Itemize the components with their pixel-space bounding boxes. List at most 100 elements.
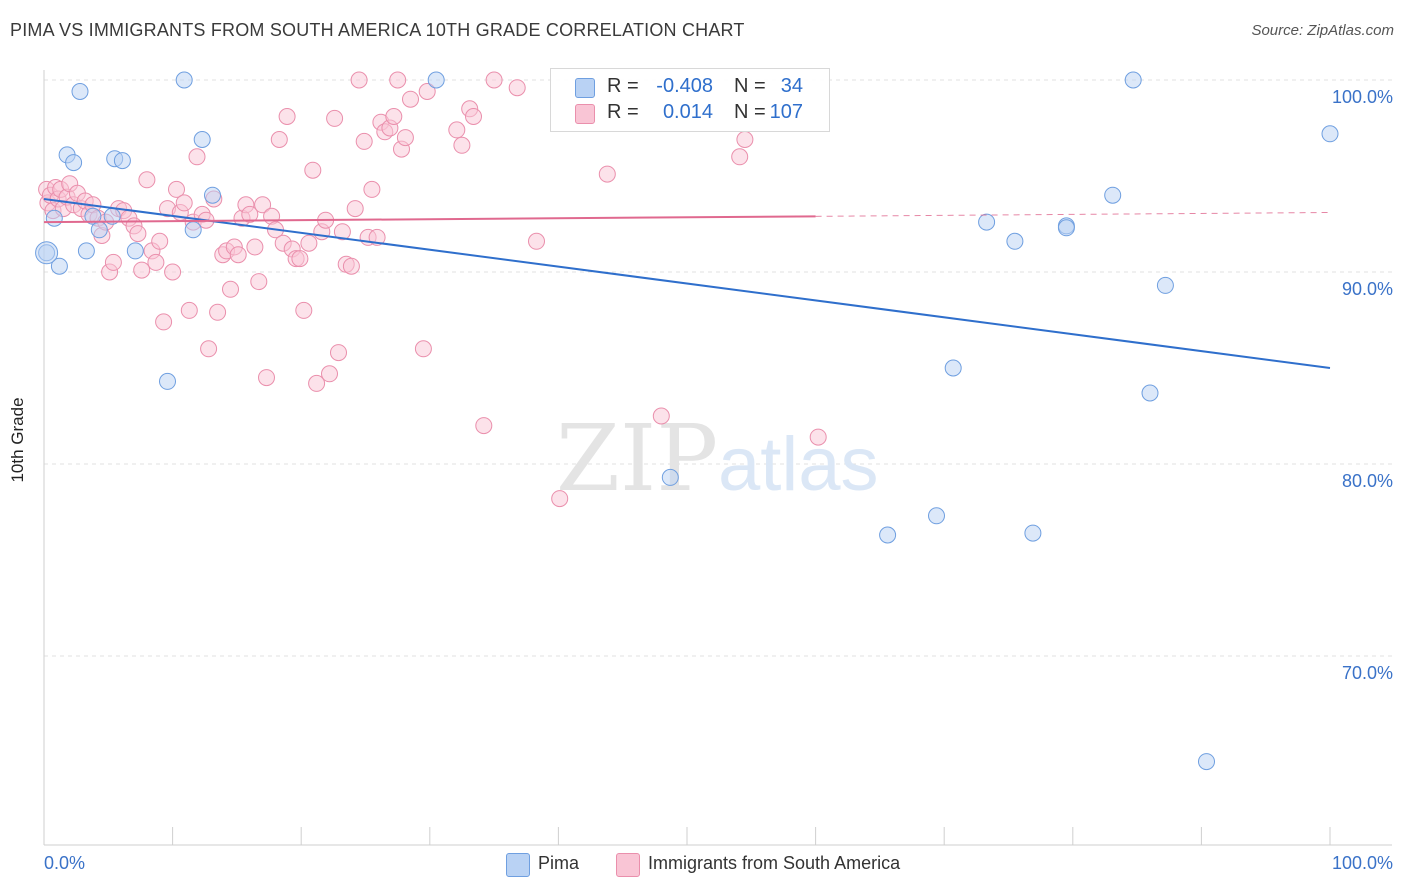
immigrants-point [528, 232, 545, 250]
pima-point [1006, 232, 1024, 250]
immigrants-point [270, 131, 288, 148]
stats-row-pima: R = -0.408 N = 34 [551, 75, 829, 101]
pima-point [71, 83, 89, 100]
grid-lines [44, 79, 1392, 657]
r-value-pima: -0.408 [656, 75, 713, 97]
pima-point [1024, 524, 1042, 542]
immigrants-point [330, 344, 347, 362]
immigrants-point [333, 223, 351, 241]
pima-point [1156, 276, 1174, 294]
immigrants-trend-extension [815, 211, 1331, 217]
immigrants-point [402, 90, 419, 108]
immigrants-point [389, 71, 407, 89]
immigrants-point [300, 234, 318, 252]
r-value-immigrants: 0.014 [662, 101, 713, 123]
legend-label-immigrants: Immigrants from South America [648, 853, 901, 873]
immigrants-point [308, 374, 326, 392]
immigrants-point [342, 257, 360, 275]
pima-point [184, 221, 202, 239]
watermark-atlas: atlas [718, 422, 879, 507]
pima-point [126, 242, 144, 260]
immigrants-point [809, 428, 827, 446]
immigrants-point [151, 232, 169, 250]
r-label: R = [607, 101, 639, 123]
pima-point [1124, 71, 1142, 89]
immigrants-point [180, 301, 198, 319]
legend-swatch-immigrants [616, 853, 640, 877]
y-tick-label: 80.0% [1342, 471, 1393, 491]
immigrants-point [168, 180, 185, 198]
immigrants-point [485, 71, 503, 89]
immigrants-point [147, 253, 165, 271]
stats-row-immigrants: R = 0.014 N = 107 [551, 101, 829, 127]
immigrants-point [304, 161, 322, 179]
immigrants-point [363, 180, 381, 198]
immigrants-point [246, 238, 264, 256]
immigrants-point [104, 253, 122, 271]
immigrants-point [254, 196, 272, 214]
watermark-zip: ZIP [556, 405, 718, 512]
n-label: N = [734, 101, 766, 123]
immigrants-trend-line [43, 215, 816, 224]
x-tick-label-min: 0.0% [44, 853, 85, 873]
immigrants-point [209, 303, 227, 321]
immigrants-point [133, 261, 151, 279]
immigrants-point [448, 121, 466, 139]
immigrants-point [508, 79, 526, 97]
pima-point [879, 526, 897, 544]
immigrants-point [229, 246, 247, 264]
pima-point [1057, 219, 1075, 237]
pima-point [45, 209, 63, 227]
pima-point [50, 257, 68, 275]
axes [43, 70, 1392, 846]
pima-point-large [35, 241, 59, 265]
pima-point [90, 221, 108, 239]
immigrants-point [295, 301, 313, 319]
y-tick-label: 90.0% [1342, 279, 1393, 299]
immigrants-swatch [575, 104, 595, 124]
stats-box: R = -0.408 N = 34 R = 0.014 N = 107 [550, 68, 830, 132]
pima-point [204, 186, 221, 204]
legend-swatch-pima [506, 853, 530, 877]
immigrants-point [326, 109, 344, 127]
pima-point [1104, 186, 1122, 204]
pima-point [661, 468, 679, 486]
r-label: R = [607, 75, 639, 97]
pima-point [193, 131, 211, 148]
immigrants-point [465, 108, 482, 125]
legend-label-pima: Pima [538, 853, 580, 873]
immigrants-point [598, 165, 616, 183]
immigrants-point [652, 407, 670, 425]
immigrants-point [475, 417, 493, 435]
immigrants-point [155, 313, 173, 331]
x-tick-label-max: 100.0% [1332, 853, 1393, 873]
pima-point [113, 152, 131, 170]
immigrants-point [291, 250, 309, 268]
tick-labels: 100.0% 90.0% 80.0% 70.0% 0.0% 100.0% [44, 87, 1393, 873]
pima-point [978, 213, 996, 231]
immigrants-point [414, 340, 432, 358]
pima-trend-line [43, 198, 1331, 369]
n-value-pima: 34 [780, 75, 803, 97]
pima-point [77, 242, 95, 260]
immigrants-point [736, 131, 754, 148]
pima-point [65, 154, 83, 172]
n-value-immigrants: 107 [769, 101, 803, 123]
trend-lines [43, 198, 1331, 369]
immigrants-point [396, 129, 414, 147]
n-label: N = [734, 75, 766, 97]
source-credit: Source: ZipAtlas.com [1251, 22, 1394, 39]
immigrants-point [346, 200, 364, 218]
pima-point [944, 359, 962, 377]
immigrants-point [200, 340, 218, 358]
pima-point [928, 507, 945, 525]
pima-point [1141, 384, 1159, 402]
immigrants-point [258, 369, 275, 387]
y-tick-label: 70.0% [1342, 663, 1393, 683]
chart-title: PIMA VS IMMIGRANTS FROM SOUTH AMERICA 10… [10, 20, 745, 40]
immigrants-point [129, 225, 147, 243]
legend: Pima Immigrants from South America [0, 852, 1406, 877]
immigrants-point [222, 280, 239, 298]
immigrants-point [350, 71, 368, 89]
